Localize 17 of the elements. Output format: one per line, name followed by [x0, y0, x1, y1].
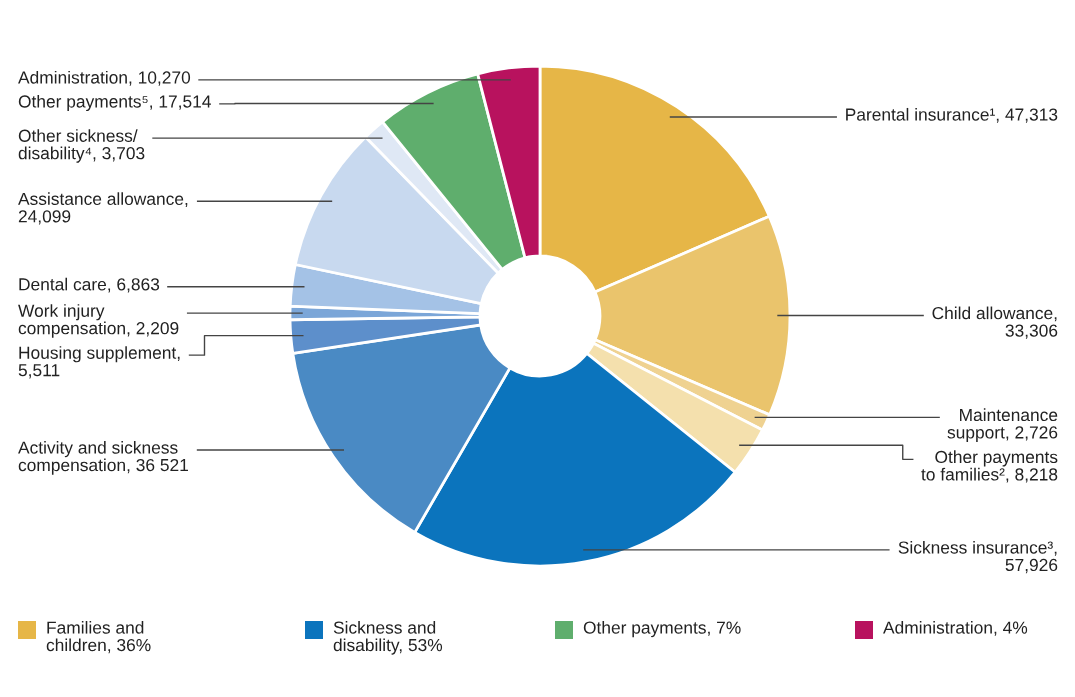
- slice-label: Dental care, 6,863: [19, 277, 160, 293]
- slice-label: Other payments⁵, 17,514: [18, 94, 211, 112]
- category-label: Families and children, 36%: [46, 621, 151, 654]
- slice-label: Other payments to families², 8,218: [921, 450, 1058, 483]
- category-label: Administration, 4%: [883, 621, 1028, 636]
- slice-label: Maintenance support, 2,726: [947, 408, 1058, 442]
- slice-label: Activity and sickness compensation, 36 521: [18, 441, 188, 475]
- slice-label: Administration, 10,270: [18, 70, 191, 86]
- slice-label: Parental insurance¹, 47,313: [846, 107, 1058, 123]
- slice-label: Work injury compensation, 2,209: [18, 304, 179, 338]
- slice-label: Child allowance, 33,306: [932, 306, 1058, 339]
- slice-label: Sickness insurance³, 57,926: [898, 540, 1058, 574]
- slice-label: Housing supplement, 5,511: [18, 346, 180, 379]
- slice-label: Other sickness/ disability⁴, 3,703: [18, 129, 145, 163]
- category-label: Sickness and disability, 53%: [333, 621, 443, 655]
- slice-label: Assistance allowance, 24,099: [18, 192, 188, 225]
- category-label: Other payments, 7%: [583, 621, 741, 638]
